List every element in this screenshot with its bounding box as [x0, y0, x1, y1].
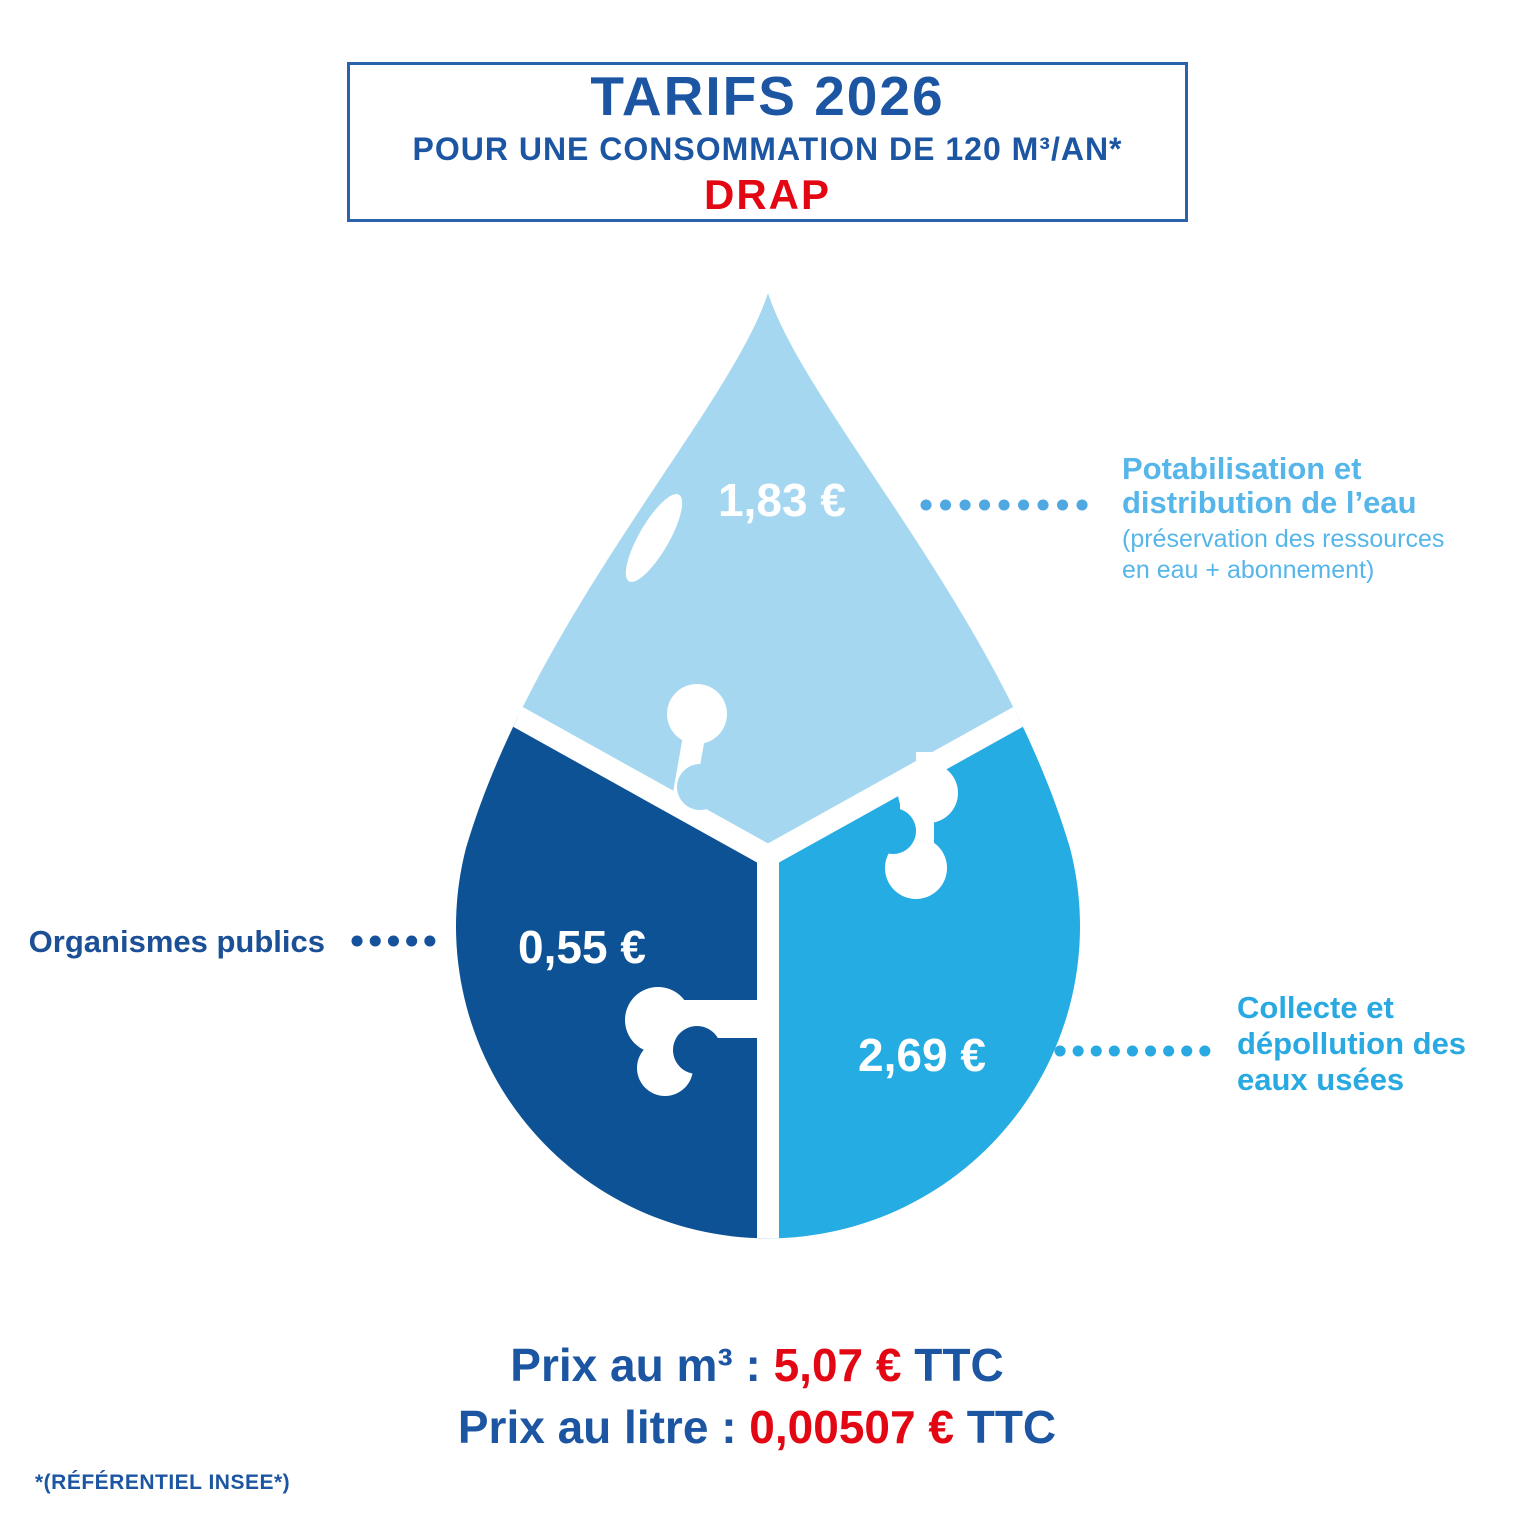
price-per-m3: Prix au m³ : 5,07 € TTC — [0, 1334, 1514, 1396]
footnote-insee: *(RÉFÉRENTIEL INSEE*) — [35, 1471, 291, 1494]
commune-name: DRAP — [703, 171, 831, 218]
label-potabilisation: Potabilisation et distribution de l’eau — [1122, 452, 1522, 520]
segment-potabilisation-value: 1,83 € — [718, 474, 846, 526]
price-per-m3-suffix: TTC — [914, 1339, 1004, 1391]
label-potabilisation-line2: distribution de l’eau — [1122, 485, 1417, 520]
segment-collecte-shape — [768, 649, 1080, 1239]
price-per-litre-value: 0,00507 € — [749, 1401, 967, 1453]
price-per-m3-value: 5,07 € — [773, 1339, 915, 1391]
label-collecte: Collecte et dépollution des eaux usées — [1237, 990, 1527, 1098]
price-per-litre: Prix au litre : 0,00507 € TTC — [0, 1396, 1514, 1458]
label-collecte-line1: Collecte et — [1237, 990, 1394, 1025]
puzzle-knob-right — [870, 752, 958, 899]
label-collecte-line3: eaux usées — [1237, 1062, 1405, 1097]
subtitle: POUR UNE CONSOMMATION DE 120 M³/AN* — [412, 131, 1123, 167]
label-potabilisation-note: (préservation des ressources en eau + ab… — [1122, 524, 1522, 586]
label-collecte-line2: dépollution des — [1237, 1026, 1467, 1061]
puzzle-knob-left — [667, 684, 727, 811]
segment-potabilisation-shape — [455, 293, 1080, 856]
label-potabilisation-line1: Potabilisation et — [1122, 451, 1362, 486]
label-potabilisation-note-line1: (préservation des ressources — [1122, 525, 1445, 553]
puzzle-knob-bottom — [625, 987, 770, 1096]
segment-collecte-value: 2,69 € — [858, 1029, 986, 1081]
segment-organismes-value: 0,55 € — [518, 921, 646, 973]
price-per-litre-label: Prix au litre : — [457, 1401, 750, 1453]
page-title: TARIFS 2026 — [590, 65, 945, 127]
price-summary: Prix au m³ : 5,07 € TTC Prix au litre : … — [0, 1334, 1514, 1458]
segment-organismes-shape — [455, 649, 768, 1239]
price-per-m3-label: Prix au m³ : — [510, 1339, 774, 1391]
price-per-litre-suffix: TTC — [966, 1401, 1057, 1453]
title-box: TARIFS 2026 POUR UNE CONSOMMATION DE 120… — [347, 62, 1188, 222]
label-organismes: Organismes publics — [28, 924, 325, 959]
label-potabilisation-note-line2: en eau + abonnement) — [1122, 556, 1375, 584]
drop-highlight — [625, 494, 683, 582]
